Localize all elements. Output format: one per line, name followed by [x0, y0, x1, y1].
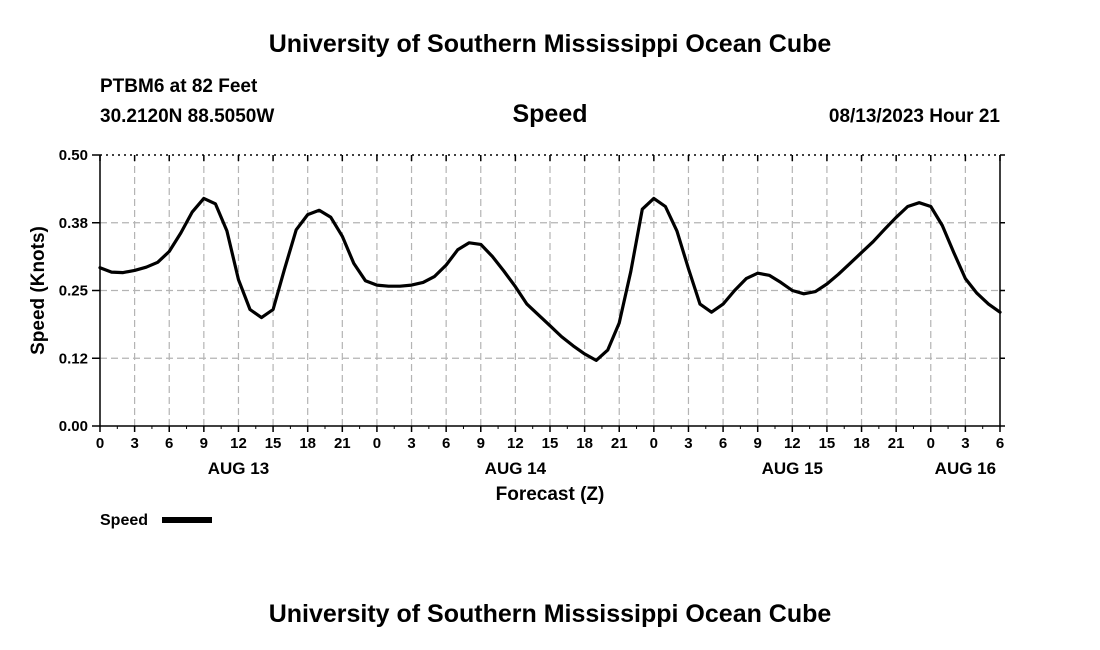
date-label: AUG 13: [208, 459, 269, 478]
x-tick-label: 0: [96, 435, 104, 452]
x-tick-label: 3: [130, 435, 138, 452]
y-axis-label: Speed (Knots): [28, 226, 49, 355]
x-tick-label: 6: [442, 435, 450, 452]
x-tick-label: 15: [819, 435, 836, 452]
x-tick-label: 21: [611, 435, 628, 452]
x-tick-label: 9: [754, 435, 762, 452]
y-tick-label: 0.00: [59, 418, 88, 435]
x-tick-label: 9: [200, 435, 208, 452]
x-tick-label: 6: [165, 435, 173, 452]
x-axis-label: Forecast (Z): [496, 484, 605, 505]
x-tick-label: 18: [576, 435, 593, 452]
date-label: AUG 15: [762, 459, 823, 478]
chart-heading: Speed: [512, 100, 588, 128]
x-tick-label: 15: [265, 435, 282, 452]
x-tick-label: 0: [927, 435, 935, 452]
y-tick-label: 0.38: [59, 215, 88, 232]
y-tick-label: 0.50: [59, 147, 88, 164]
x-tick-label: 21: [888, 435, 905, 452]
footer-title: University of Southern Mississippi Ocean…: [268, 600, 832, 628]
x-tick-label: 3: [407, 435, 415, 452]
speed-series-line: [98, 196, 1002, 362]
x-tick-label: 6: [996, 435, 1004, 452]
y-tick-label: 0.12: [59, 350, 88, 367]
x-tick-label: 12: [784, 435, 801, 452]
y-tick-label: 0.25: [59, 283, 88, 300]
timestamp-label: 08/13/2023 Hour 21: [828, 106, 1000, 127]
legend-label: Speed: [100, 512, 148, 529]
x-tick-label: 0: [650, 435, 658, 452]
x-tick-label: 6: [719, 435, 727, 452]
x-tick-label: 9: [477, 435, 485, 452]
x-tick-label: 18: [853, 435, 870, 452]
x-tick-label: 12: [507, 435, 524, 452]
station-label: PTBM6 at 82 Feet: [100, 76, 258, 97]
x-tick-label: 15: [542, 435, 559, 452]
coordinates-label: 30.2120N 88.5050W: [100, 106, 275, 127]
x-tick-label: 12: [230, 435, 247, 452]
page-title: University of Southern Mississippi Ocean…: [268, 30, 832, 58]
date-label: AUG 14: [485, 459, 547, 478]
x-tick-label: 21: [334, 435, 351, 452]
x-tick-label: 3: [961, 435, 969, 452]
date-label: AUG 16: [935, 459, 996, 478]
x-tick-label: 3: [684, 435, 692, 452]
x-tick-label: 0: [373, 435, 381, 452]
x-tick-label: 18: [299, 435, 316, 452]
